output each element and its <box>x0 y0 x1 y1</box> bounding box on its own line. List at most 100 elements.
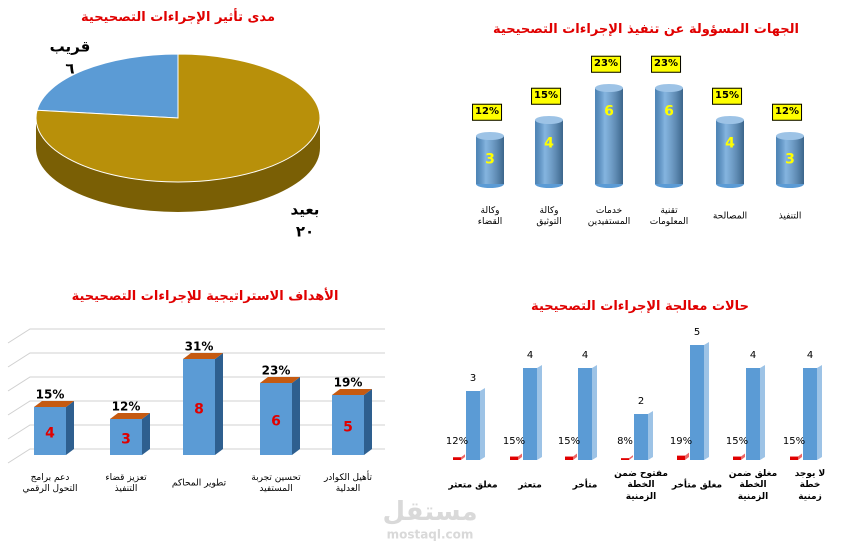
x-tick-label: مغلق متأخر <box>671 480 723 491</box>
bar-side <box>573 453 577 460</box>
percent-label: 12% <box>772 103 802 121</box>
value-label: 5 <box>343 419 353 436</box>
bar <box>621 458 629 460</box>
value-label: 8 <box>194 401 204 418</box>
x-tick-label: متأخر <box>572 480 598 491</box>
bar-side <box>537 365 542 460</box>
bar-side <box>685 452 689 460</box>
bar-side <box>798 453 802 460</box>
percent-label: 15% <box>35 387 65 402</box>
bar-side <box>461 454 465 460</box>
value-label: 15% <box>725 435 749 447</box>
value-label: 4 <box>45 425 55 442</box>
bar-side <box>760 365 765 460</box>
bar <box>453 457 461 460</box>
x-tick-label: متعثر <box>518 480 542 491</box>
bar <box>510 456 518 460</box>
slice-value: ٢٠ <box>295 222 315 241</box>
percent-label: 23% <box>261 363 291 378</box>
chart-title: الجهات المسؤولة عن تنفيذ الإجراءات التصح… <box>493 21 799 37</box>
bar <box>466 391 480 460</box>
shade <box>535 120 563 184</box>
x-tick-label: وكالة القضاء <box>477 205 503 227</box>
bar-side <box>704 342 709 460</box>
bar <box>183 359 215 455</box>
bar <box>790 456 798 460</box>
value-label: 2 <box>637 395 645 407</box>
x-tick-label: المصالحة <box>712 211 748 222</box>
grid-line <box>7 376 385 392</box>
value-label: 5 <box>693 326 701 338</box>
percent-label: 12% <box>472 103 502 121</box>
value-label: 4 <box>526 349 534 361</box>
cylinder-top <box>776 132 804 140</box>
bar-side <box>629 455 633 460</box>
bar-side <box>142 413 150 455</box>
bar-top <box>110 413 150 419</box>
percent-label: 12% <box>111 399 141 414</box>
bar-top <box>183 353 223 359</box>
x-tick-label: دعم برامج التحول الرقمي <box>22 472 78 494</box>
pie-slice <box>36 53 179 119</box>
shade <box>655 88 683 184</box>
slice-value: ٦ <box>65 59 75 78</box>
x-tick-label: تأهيل الكوادر العدلية <box>323 472 373 494</box>
value-label: 8% <box>617 435 633 447</box>
value-label: 3 <box>785 151 795 168</box>
value-label: 15% <box>557 435 581 447</box>
shade <box>776 136 804 184</box>
watermark-url: mostaql.com <box>386 527 474 542</box>
x-tick-label: مفتوح ضمن الخطة الزمنية <box>614 469 668 502</box>
slice-label: قريب <box>49 37 91 56</box>
value-label: 4 <box>725 135 735 152</box>
bar-top <box>34 401 74 407</box>
bar <box>733 456 741 460</box>
value-label: 6 <box>664 103 674 120</box>
slice-label: بعيد <box>290 200 320 219</box>
bar <box>110 419 142 455</box>
value-label: 3 <box>485 151 495 168</box>
pie-side <box>36 118 320 212</box>
percent-label: 23% <box>591 55 621 73</box>
chart-title: حالات معالجة الإجراءات التصحيحية <box>531 298 749 314</box>
bar <box>260 383 292 455</box>
grid-line <box>7 352 385 368</box>
bar-side <box>480 388 485 460</box>
cylinder-top <box>595 84 623 92</box>
value-label: 6 <box>604 103 614 120</box>
x-tick-label: لا يوجد خطة زمنية <box>794 469 826 502</box>
bar <box>332 395 364 455</box>
bar <box>565 456 573 460</box>
value-label: 4 <box>749 349 757 361</box>
value-label: 12% <box>445 435 469 447</box>
bar-side <box>741 453 745 460</box>
x-tick-label: تطوير المحاكم <box>171 478 227 489</box>
bar <box>803 368 817 460</box>
bar-side <box>66 401 74 455</box>
value-label: 3 <box>469 372 477 384</box>
value-label: 4 <box>581 349 589 361</box>
chart-title: الأهداف الاستراتيجية للإجراءات التصحيحية <box>71 288 339 304</box>
percent-label: 15% <box>531 87 561 105</box>
bar-top <box>260 377 300 383</box>
bar <box>578 368 592 460</box>
value-label: 6 <box>271 413 281 430</box>
bar-top <box>332 389 372 395</box>
shade <box>595 88 623 184</box>
bar-side <box>648 411 653 460</box>
cylinder-top <box>535 116 563 124</box>
value-label: 19% <box>669 435 693 447</box>
value-label: 4 <box>544 135 554 152</box>
bar-side <box>518 453 522 460</box>
bar-side <box>364 389 372 455</box>
cylinder-top <box>476 132 504 140</box>
value-label: 4 <box>806 349 814 361</box>
value-label: 15% <box>782 435 806 447</box>
x-tick-label: التنفيذ <box>778 211 802 222</box>
bar-side <box>215 353 223 455</box>
bar-side <box>592 365 597 460</box>
bar <box>34 407 66 455</box>
value-label: 3 <box>121 431 131 448</box>
